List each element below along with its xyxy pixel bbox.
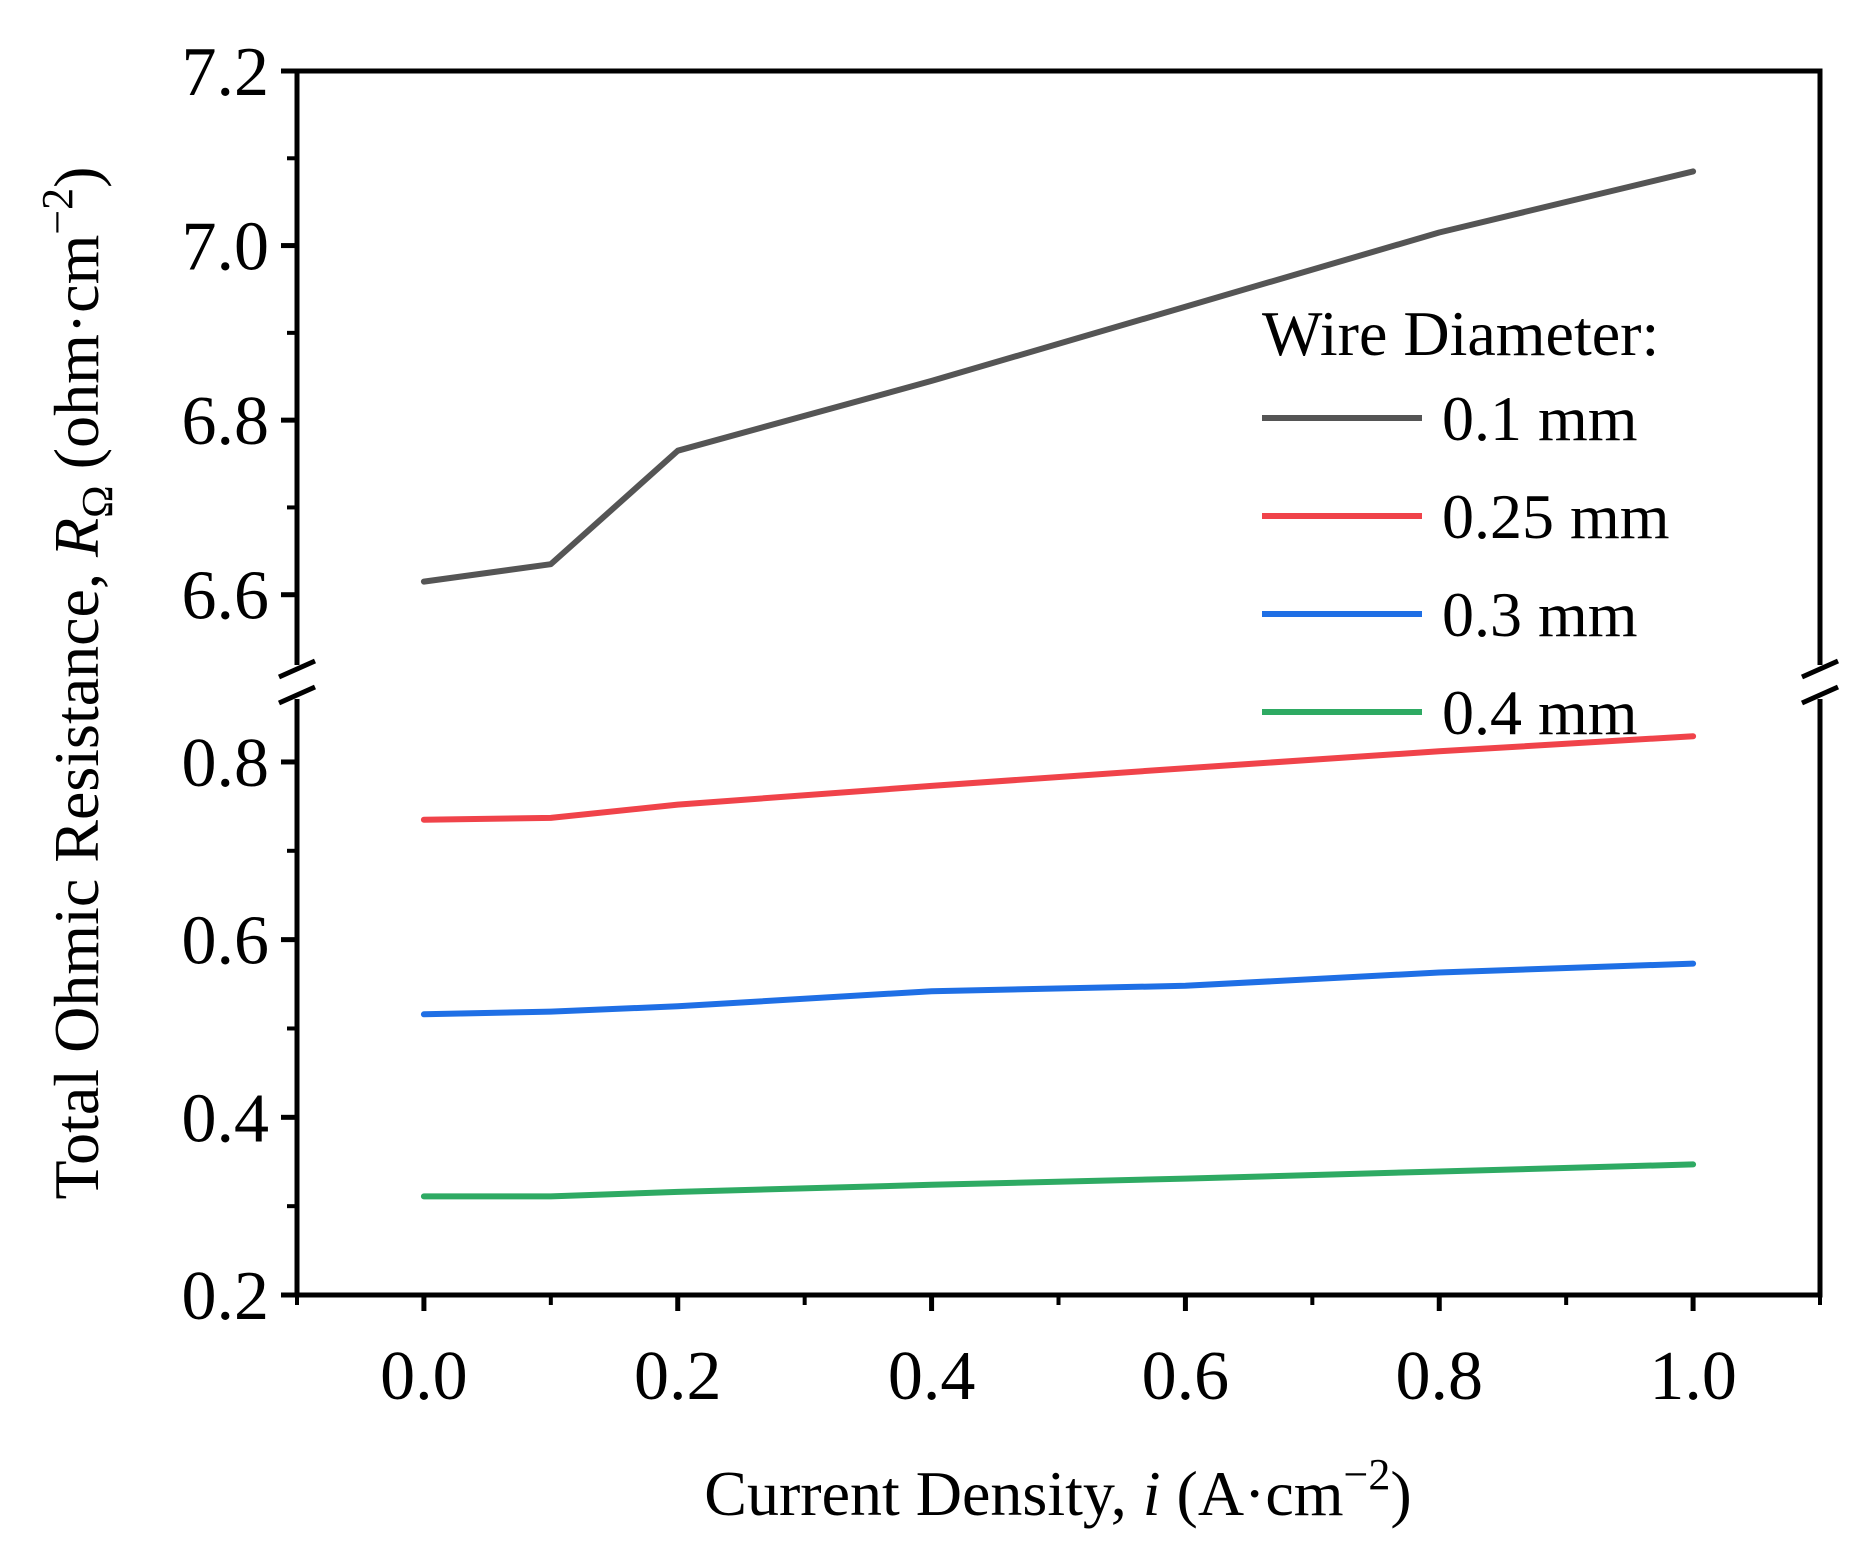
y-tick-label: 0.8: [182, 725, 270, 802]
y-axis-title-suffix: ): [41, 167, 112, 188]
x-axis-title-unit: (A·cm: [1161, 1458, 1344, 1529]
y-tick-label: 6.6: [182, 558, 270, 635]
series-line-0.3-mm: [420, 960, 1697, 1018]
y-tick-label: 0.2: [182, 1258, 270, 1335]
legend-label: 0.3 mm: [1442, 579, 1638, 650]
legend-items: 0.1 mm 0.25 mm 0.3 mm 0.4 mm: [1262, 383, 1670, 748]
x-tick-label: 0.8: [1396, 1338, 1484, 1415]
y-tick-label: 7.2: [182, 34, 270, 111]
legend-label: 0.4 mm: [1442, 677, 1638, 748]
y-axis-title-var: R: [41, 518, 112, 558]
x-tick-label: 0.2: [634, 1338, 722, 1415]
legend-label: 0.25 mm: [1442, 481, 1670, 552]
legend-label: 0.1 mm: [1442, 383, 1638, 454]
axis-break-mark: [277, 684, 317, 706]
y-axis-title-unit: (ohm·cm: [41, 235, 112, 486]
y-axis-title-prefix: Total Ohmic Resistance,: [41, 557, 112, 1199]
x-axis-title-prefix: Current Density,: [704, 1458, 1142, 1529]
legend-title: Wire Diameter:: [1262, 298, 1659, 369]
x-tick-label: 0.0: [380, 1338, 468, 1415]
y-tick-label: 0.4: [182, 1080, 270, 1157]
axis-break-marks: [277, 658, 1840, 706]
y-axis-title-sub: Ω: [73, 485, 122, 518]
x-axis-title-sup: −2: [1344, 1450, 1391, 1499]
axis-break-mark: [1800, 658, 1840, 680]
x-tick-label: 0.6: [1142, 1338, 1230, 1415]
y-axis-title-sup: −2: [33, 188, 82, 235]
y-tick-label: 0.6: [182, 903, 270, 980]
y-ticks: 6.6 6.8 7.0 7.2 0.2 0.4 0.6 0.8: [182, 34, 297, 1335]
x-axis-title-var: i: [1143, 1458, 1161, 1529]
axis-break-mark: [1800, 684, 1840, 706]
series-line-0.4-mm: [420, 1161, 1697, 1200]
x-tick-label: 1.0: [1649, 1338, 1737, 1415]
x-ticks: 0.0 0.2 0.4 0.6 0.8 1.0: [295, 1295, 1822, 1415]
series-line-0.1-mm: [420, 168, 1697, 585]
series-line-0.25-mm: [420, 733, 1697, 823]
x-axis-title-suffix: ): [1390, 1458, 1411, 1529]
x-axis-title: Current Density, i (A·cm−2): [704, 1450, 1411, 1529]
axis-break-mark: [277, 658, 317, 680]
y-tick-label: 6.8: [182, 383, 270, 460]
y-tick-label: 7.0: [182, 209, 270, 286]
x-tick-label: 0.4: [888, 1338, 976, 1415]
legend: Wire Diameter: 0.1 mm 0.25 mm 0.3 mm 0.4 mm: [1262, 298, 1670, 748]
series-lines: [420, 168, 1697, 1200]
y-axis-title: Total Ohmic Resistance, RΩ (ohm·cm−2): [33, 167, 122, 1200]
